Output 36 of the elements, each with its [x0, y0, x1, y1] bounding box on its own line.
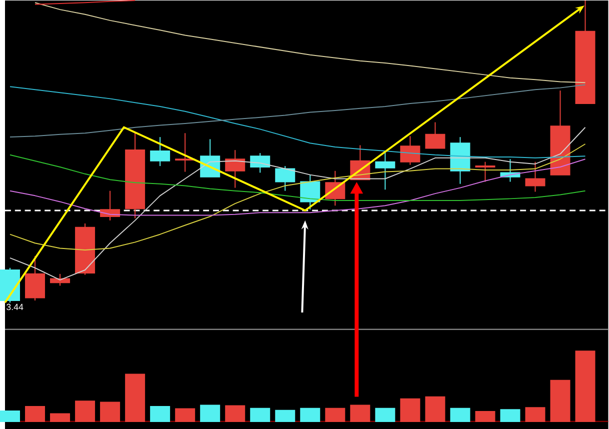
bar [475, 410, 496, 422]
bar [550, 380, 570, 422]
bar [225, 405, 246, 422]
candlestick [400, 135, 420, 166]
bar [275, 410, 296, 422]
bar [500, 408, 520, 422]
bar [400, 398, 420, 422]
bar [325, 408, 346, 422]
bar [350, 404, 370, 422]
candlestick [425, 122, 446, 149]
candlestick [475, 161, 496, 182]
bar [300, 408, 320, 422]
bar [450, 408, 470, 422]
candlestick [250, 152, 270, 173]
candlestick [375, 150, 396, 190]
bar [125, 374, 146, 422]
bar [75, 400, 96, 422]
bar [375, 408, 396, 422]
candlestick [175, 132, 196, 172]
candlestick [25, 255, 46, 301]
candlestick [225, 149, 246, 188]
bar [425, 396, 446, 422]
bar [250, 408, 270, 422]
bar [200, 404, 220, 422]
annotation: 3.44 [6, 304, 24, 310]
bar [25, 406, 46, 422]
candlestick [150, 136, 170, 166]
bar [50, 413, 70, 422]
bar [175, 408, 196, 422]
bar [575, 350, 596, 422]
bar [0, 410, 20, 422]
bar [525, 406, 546, 422]
bar [100, 402, 120, 422]
candlestick [525, 161, 546, 192]
candlestick [275, 165, 296, 192]
bar [150, 406, 170, 422]
